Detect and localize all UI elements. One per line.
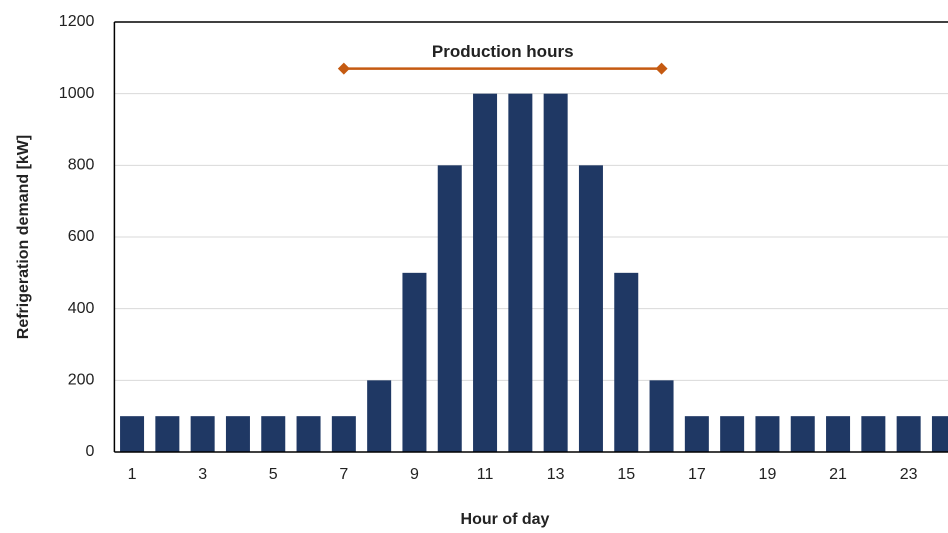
bar — [437, 165, 462, 453]
x-tick-label: 21 — [829, 466, 847, 483]
bar — [296, 416, 321, 452]
y-tick-label: 400 — [68, 300, 95, 317]
bar — [225, 416, 250, 452]
y-tick-label: 1000 — [59, 85, 95, 102]
y-tick-label: 1200 — [59, 13, 95, 30]
x-tick-label: 3 — [198, 466, 207, 483]
bar — [508, 93, 533, 453]
bar — [543, 93, 568, 453]
x-tick-label: 11 — [477, 466, 494, 483]
bar — [155, 416, 180, 452]
bar — [473, 93, 498, 453]
x-tick-label: 9 — [410, 466, 419, 483]
annotation-marker — [655, 62, 668, 75]
x-tick-label: 13 — [547, 466, 565, 483]
y-tick-label: 0 — [85, 443, 94, 460]
x-tick-label: 1 — [128, 466, 137, 483]
bar — [367, 380, 392, 452]
bar — [331, 416, 356, 452]
y-tick-label: 200 — [68, 372, 95, 389]
x-tick-label: 7 — [339, 466, 348, 483]
x-tick-label: 17 — [688, 466, 706, 483]
bar — [826, 416, 851, 452]
y-axis-label: Refrigeration demand [kW] — [15, 135, 32, 339]
bar — [649, 380, 674, 452]
bar — [720, 416, 745, 452]
bar — [755, 416, 780, 452]
bar — [931, 416, 948, 452]
annotation-text: Production hours — [432, 42, 574, 61]
bar — [190, 416, 215, 452]
bar — [861, 416, 886, 452]
bar — [578, 165, 603, 453]
bar — [261, 416, 286, 452]
y-tick-label: 800 — [68, 157, 95, 174]
x-tick-label: 19 — [759, 466, 777, 483]
x-axis-label: Hour of day — [461, 511, 550, 528]
y-tick-label: 600 — [68, 228, 95, 245]
bar — [896, 416, 921, 452]
bar — [402, 272, 427, 452]
annotation-marker — [337, 62, 350, 75]
bar — [684, 416, 709, 452]
bar — [614, 272, 639, 452]
x-tick-label: 23 — [900, 466, 918, 483]
bar — [790, 416, 815, 452]
x-tick-label: 15 — [617, 466, 635, 483]
x-tick-label: 5 — [269, 466, 278, 483]
bar — [120, 416, 145, 452]
